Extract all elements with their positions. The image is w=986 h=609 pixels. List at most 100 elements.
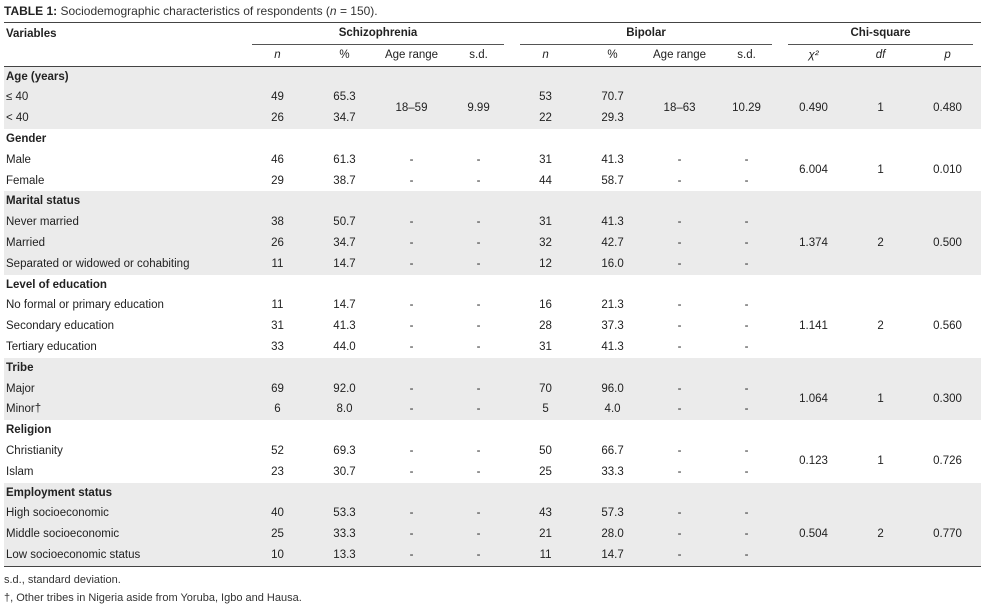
data-row: Low socioeconomic status 10 13.3- -11 14.7- -: [4, 544, 981, 567]
column-label: n: [542, 48, 549, 61]
merged-cell: 18–63: [646, 87, 714, 129]
blank: [378, 357, 445, 379]
blank: [579, 275, 646, 296]
row-label: ≤ 40: [4, 87, 244, 109]
cell: 22: [512, 108, 580, 129]
cell: -: [744, 153, 749, 166]
cell: -: [445, 544, 513, 567]
cell: 4.0: [579, 399, 647, 421]
cell: -: [646, 253, 714, 275]
cell: -: [476, 320, 481, 333]
cell: 38.7: [333, 174, 356, 187]
column-label: Age range: [384, 48, 439, 61]
blank: [311, 275, 378, 296]
cell: 92.0: [311, 378, 378, 400]
cell: 33.3: [311, 524, 378, 545]
blank: [646, 129, 713, 150]
blank: [579, 191, 647, 213]
blank: [445, 129, 512, 150]
blank: [378, 275, 445, 296]
cell: 26: [244, 232, 311, 254]
cell: -: [646, 399, 714, 421]
cell: -: [476, 444, 481, 457]
cell: 31: [512, 212, 580, 233]
cell: -: [378, 378, 445, 400]
footnotes: s.d., standard deviation. †, Other tribes…: [4, 571, 984, 607]
cell: 28.0: [579, 524, 647, 545]
group-header: Schizophrenia: [244, 23, 512, 45]
group-header: Chi-square: [780, 23, 981, 45]
blank: [311, 482, 378, 504]
cell: -: [744, 340, 749, 353]
column-header: %: [311, 44, 378, 67]
cell: -: [476, 299, 481, 312]
group-label: Schizophrenia: [252, 23, 505, 45]
cell: 30.7: [333, 465, 356, 478]
cell: -: [677, 320, 682, 333]
row-label: Islam: [6, 465, 34, 478]
chi-cell: 0.504: [780, 503, 848, 567]
column-header: χ²: [780, 44, 848, 67]
blank: [445, 275, 512, 296]
cell: 57.3: [579, 503, 647, 525]
data-row: Christianity 52 69.3 - - 50 66.7 - - 0.123 1 0.726: [4, 441, 981, 467]
section-title: Age (years): [4, 66, 244, 88]
column-header: df: [847, 44, 915, 67]
section-title: Employment status: [4, 482, 244, 504]
data-row: Secondary education 31 41.3 - - 28 37.3 - -: [4, 316, 981, 337]
cell: -: [713, 524, 781, 545]
blank: [780, 482, 848, 504]
chi-cell: 2: [847, 212, 915, 275]
cell: -: [646, 503, 714, 525]
blank: [512, 357, 580, 379]
section-row: Gender: [4, 129, 981, 150]
cell: 70: [512, 378, 580, 400]
cell: 23: [271, 465, 284, 478]
blank: [780, 66, 848, 88]
cell: 46: [271, 153, 284, 166]
column-label: p: [944, 48, 951, 61]
blank: [579, 129, 646, 150]
blank: [4, 44, 244, 67]
blank: [780, 357, 848, 379]
blank: [512, 129, 579, 150]
cell: 11: [512, 544, 580, 567]
cell: -: [677, 444, 682, 457]
cell: 66.7: [601, 444, 624, 457]
blank: [311, 66, 378, 88]
cell: -: [409, 465, 414, 478]
cell: 34.7: [311, 108, 378, 129]
cell: -: [445, 232, 513, 254]
blank: [512, 482, 580, 504]
blank: [512, 420, 579, 441]
cell: 14.7: [311, 253, 378, 275]
cell: -: [476, 174, 481, 187]
cell: -: [445, 503, 513, 525]
cell: 40: [244, 503, 311, 525]
cell: 42.7: [579, 232, 647, 254]
data-row: Never married 38 50.7- -31 41.3- -1.374 2 0.500: [4, 212, 982, 275]
row-label: High socioeconomic: [4, 503, 244, 525]
chi-cell: 0.300: [914, 378, 982, 421]
section-title: Gender: [6, 132, 47, 145]
cell: 41.3: [579, 212, 647, 233]
cell: -: [409, 444, 414, 457]
blank: [311, 420, 378, 441]
blank: [311, 357, 378, 379]
cell: -: [445, 524, 513, 545]
cell: -: [744, 174, 749, 187]
cell: 49: [244, 87, 311, 109]
cell: -: [476, 153, 481, 166]
blank: [512, 66, 580, 88]
cell: 53.3: [311, 503, 378, 525]
data-row: Tertiary education 33 44.0 - - 31 41.3 - -: [4, 337, 981, 358]
chi-cell: 0.726: [933, 455, 962, 468]
blank: [244, 357, 311, 379]
caption-label: TABLE 1:: [4, 4, 58, 18]
blank: [244, 420, 311, 441]
blank: [579, 357, 647, 379]
blank: [847, 129, 914, 150]
blank: [646, 420, 713, 441]
cell: -: [713, 399, 781, 421]
data-row: Major 69 92.0- -70 96.0- -1.064 1 0.300: [4, 378, 982, 421]
